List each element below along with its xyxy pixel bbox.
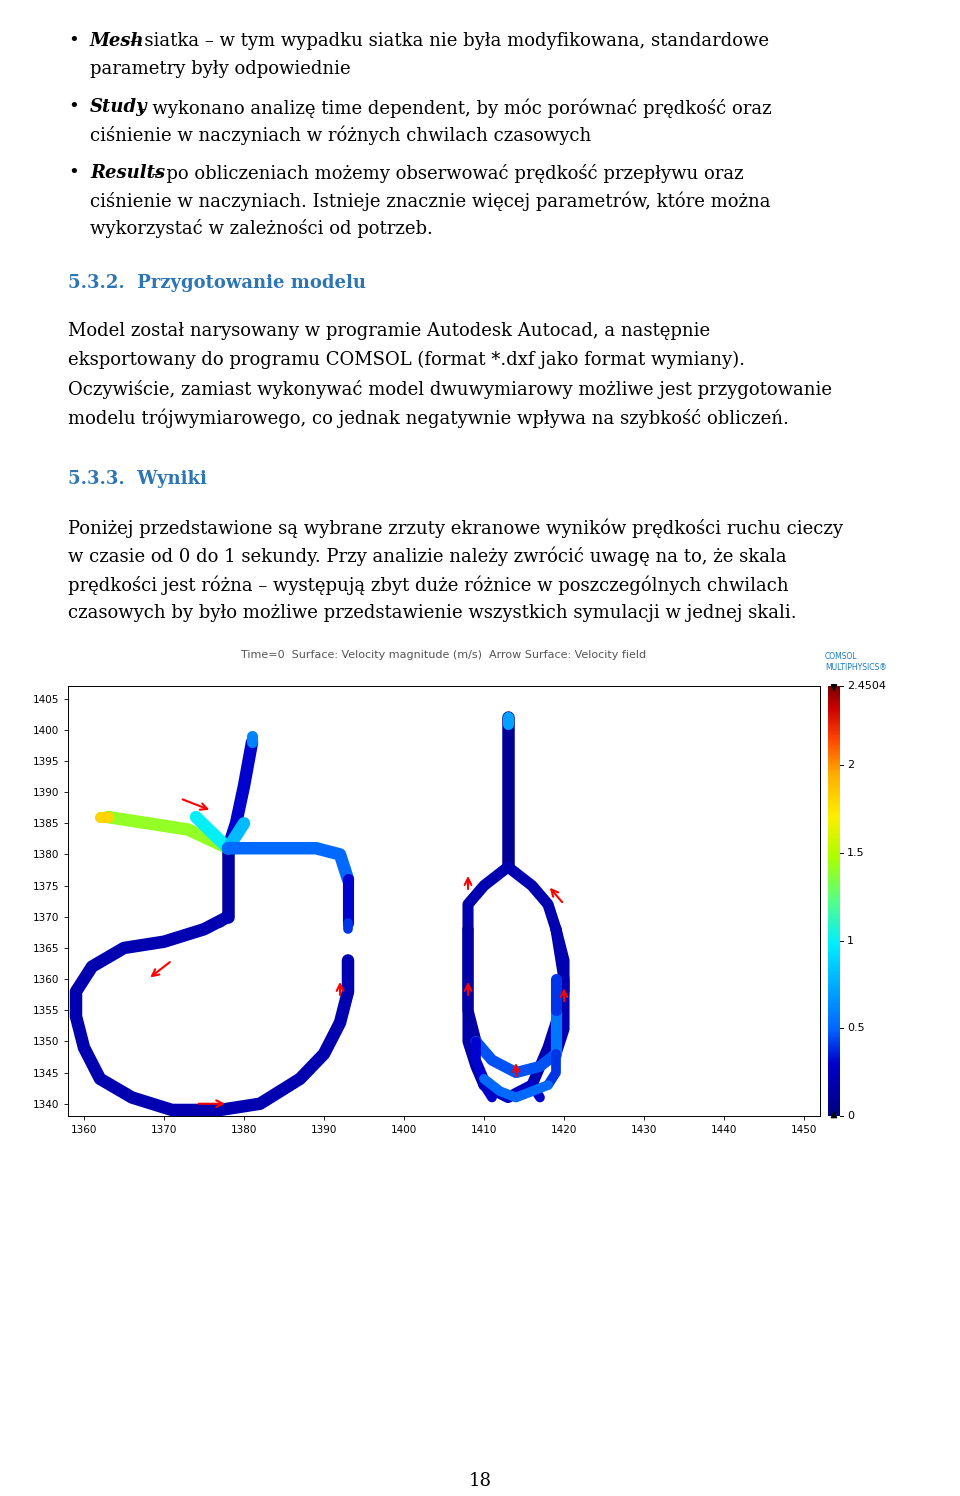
Text: 2.4504: 2.4504 [847, 681, 886, 691]
Text: Model został narysowany w programie Autodesk Autocad, a następnie: Model został narysowany w programie Auto… [68, 323, 710, 341]
Text: – po obliczeniach możemy obserwować prędkość przepływu oraz: – po obliczeniach możemy obserwować pręd… [146, 165, 744, 183]
Text: •: • [68, 165, 79, 183]
Text: COMSOL
MULTIPHYSICS®: COMSOL MULTIPHYSICS® [825, 652, 887, 672]
Text: prędkości jest różna – występują zbyt duże różnice w poszczególnych chwilach: prędkości jest różna – występują zbyt du… [68, 576, 788, 595]
Text: 1: 1 [847, 936, 854, 945]
Text: Mesh: Mesh [90, 31, 145, 49]
Text: Results: Results [90, 165, 165, 183]
Text: 5.3.2.  Przygotowanie modelu: 5.3.2. Przygotowanie modelu [68, 274, 366, 292]
Text: 18: 18 [468, 1472, 492, 1490]
Text: Oczywiście, zamiast wykonywać model dwuwymiarowy możliwe jest przygotowanie: Oczywiście, zamiast wykonywać model dwuw… [68, 380, 832, 398]
Text: modelu trójwymiarowego, co jednak negatywnie wpływa na szybkość obliczeń.: modelu trójwymiarowego, co jednak negaty… [68, 408, 789, 428]
Text: parametry były odpowiednie: parametry były odpowiednie [90, 60, 350, 78]
Text: 1.5: 1.5 [847, 848, 865, 859]
Text: ciśnienie w naczyniach w różnych chwilach czasowych: ciśnienie w naczyniach w różnych chwilac… [90, 126, 591, 145]
Text: eksportowany do programu COMSOL (format *.dxf jako format wymiany).: eksportowany do programu COMSOL (format … [68, 352, 745, 370]
Text: czasowych by było możliwe przedstawienie wszystkich symulacji w jednej skali.: czasowych by było możliwe przedstawienie… [68, 604, 797, 622]
Text: w czasie od 0 do 1 sekundy. Przy analizie należy zwrócić uwagę na to, że skala: w czasie od 0 do 1 sekundy. Przy analizi… [68, 548, 786, 567]
Text: – siatka – w tym wypadku siatka nie była modyfikowana, standardowe: – siatka – w tym wypadku siatka nie była… [124, 31, 769, 49]
Text: •: • [68, 99, 79, 117]
Text: •: • [68, 31, 79, 49]
Text: 0.5: 0.5 [847, 1023, 865, 1034]
Text: 0: 0 [847, 1112, 854, 1121]
Text: wykorzystać w zależności od potrzeb.: wykorzystać w zależności od potrzeb. [90, 218, 433, 238]
Text: Time=0  Surface: Velocity magnitude (m/s)  Arrow Surface: Velocity field: Time=0 Surface: Velocity magnitude (m/s)… [241, 651, 647, 660]
Text: ciśnienie w naczyniach. Istnieje znacznie więcej parametrów, które można: ciśnienie w naczyniach. Istnieje znaczni… [90, 191, 771, 211]
Text: 5.3.3.  Wyniki: 5.3.3. Wyniki [68, 470, 206, 488]
Text: Poniżej przedstawione są wybrane zrzuty ekranowe wyników prędkości ruchu cieczy: Poniżej przedstawione są wybrane zrzuty … [68, 518, 843, 537]
Text: Study: Study [90, 99, 148, 117]
Text: 2: 2 [847, 760, 854, 770]
Text: – wykonano analizę time dependent, by móc porównać prędkość oraz: – wykonano analizę time dependent, by mó… [132, 99, 772, 118]
